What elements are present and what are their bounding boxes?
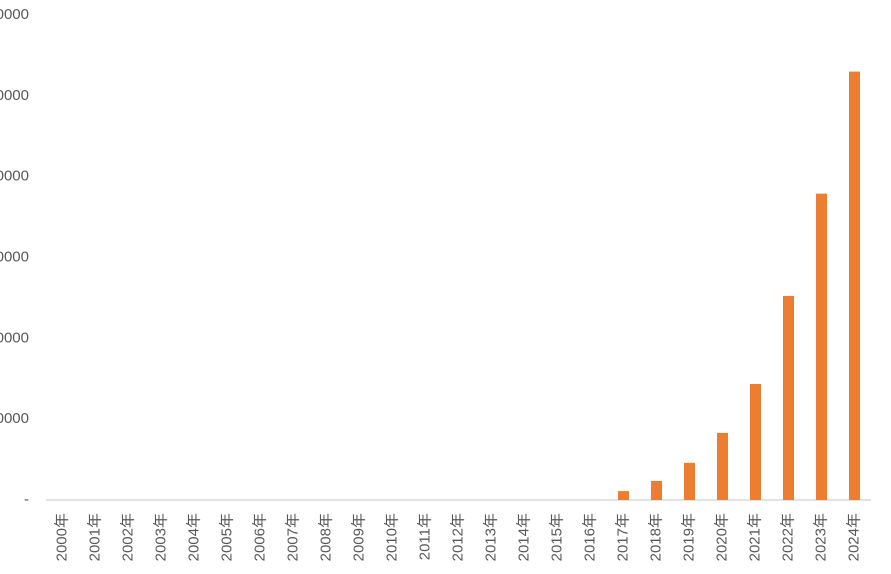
x-tick-label: 2017年	[614, 513, 631, 561]
x-tick-label: 2010年	[383, 513, 400, 561]
x-tick-label: 2008年	[317, 513, 334, 561]
x-tick-label: 2014年	[515, 513, 532, 561]
x-tick-label: 2001年	[86, 513, 103, 561]
y-tick-label: 40000	[0, 168, 29, 185]
x-tick-label: 2006年	[251, 513, 268, 561]
x-tick-label: 2019年	[680, 513, 697, 561]
bar	[750, 384, 761, 500]
x-tick-label: 2023年	[812, 513, 829, 561]
x-tick-label: 2000年	[53, 513, 70, 561]
x-tick-label: 2003年	[152, 513, 169, 561]
bar	[618, 491, 629, 500]
bar	[816, 193, 827, 500]
y-tick-label: 20000	[0, 329, 29, 346]
x-tick-label: 2004年	[185, 513, 202, 561]
x-tick-label: 2020年	[713, 513, 730, 561]
bar	[651, 481, 662, 500]
x-tick-label: 2018年	[647, 513, 664, 561]
bar	[783, 295, 794, 500]
y-tick-label: 10000	[0, 410, 29, 427]
y-tick-label: -	[24, 491, 29, 508]
y-tick-label: 60000	[0, 6, 29, 23]
x-tick-label: 2016年	[581, 513, 598, 561]
bar	[849, 71, 860, 500]
bar	[717, 432, 728, 500]
x-tick-label: 2009年	[350, 513, 367, 561]
x-tick-label: 2011年	[416, 513, 433, 560]
x-tick-label: 2021年	[746, 513, 763, 561]
x-tick-label: 2015年	[548, 513, 565, 561]
x-tick-label: 2022年	[779, 513, 796, 561]
x-tick-label: 2024年	[845, 513, 862, 561]
x-tick-label: 2013年	[482, 513, 499, 561]
x-tick-label: 2012年	[449, 513, 466, 561]
bar	[684, 462, 695, 500]
x-tick-label: 2007年	[284, 513, 301, 561]
x-tick-label: 2002年	[119, 513, 136, 561]
y-tick-label: 30000	[0, 248, 29, 265]
x-tick-label: 2005年	[218, 513, 235, 561]
y-tick-label: 50000	[0, 87, 29, 104]
